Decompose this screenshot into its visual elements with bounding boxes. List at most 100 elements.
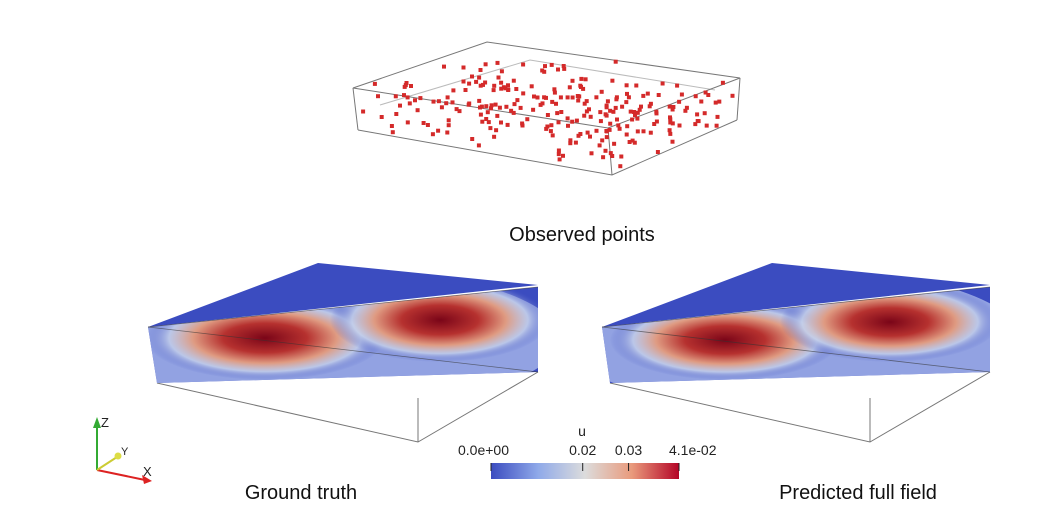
point [493, 102, 498, 107]
point [635, 110, 640, 115]
point [581, 86, 586, 91]
point [579, 85, 583, 89]
point [695, 112, 700, 117]
point [529, 84, 534, 89]
point [604, 129, 609, 134]
point [461, 79, 466, 84]
point [565, 116, 570, 121]
point [693, 122, 698, 127]
point [617, 126, 622, 131]
point [558, 95, 563, 100]
point [608, 121, 613, 126]
point [675, 83, 680, 88]
point [561, 64, 566, 68]
point [626, 95, 631, 100]
point [461, 65, 466, 70]
point [483, 62, 488, 67]
point [668, 117, 673, 122]
point [619, 154, 624, 159]
point [656, 93, 661, 97]
point [670, 107, 675, 112]
point [474, 79, 479, 84]
point [543, 64, 547, 69]
point [486, 120, 491, 125]
point [587, 107, 591, 112]
point [584, 109, 589, 114]
point [604, 105, 609, 110]
point [600, 138, 605, 143]
predicted-field [601, 263, 991, 443]
point [476, 143, 481, 148]
point [413, 98, 417, 103]
point [484, 117, 489, 121]
point [372, 81, 377, 86]
point [559, 110, 564, 114]
point [361, 109, 366, 114]
point [598, 119, 603, 124]
point [506, 83, 510, 88]
point [556, 148, 561, 153]
point [635, 129, 640, 134]
point [579, 76, 584, 81]
point [620, 104, 625, 109]
point [439, 105, 444, 110]
point [405, 120, 410, 125]
point [598, 110, 603, 115]
point [683, 108, 688, 113]
point [478, 83, 483, 88]
point [625, 91, 629, 96]
point [418, 96, 423, 101]
point [714, 123, 719, 128]
point [431, 99, 436, 104]
point [639, 104, 643, 109]
point [612, 141, 617, 146]
point [699, 99, 704, 104]
point [479, 104, 484, 109]
point [542, 95, 547, 100]
point [515, 98, 520, 103]
point [679, 92, 684, 97]
observed-points [361, 59, 735, 169]
point [627, 140, 632, 144]
point [457, 109, 462, 114]
point [573, 140, 578, 145]
point [713, 100, 718, 105]
point [583, 77, 588, 82]
point [570, 119, 575, 124]
point [504, 104, 509, 109]
point [632, 140, 637, 145]
point [608, 108, 613, 113]
point [641, 129, 646, 134]
point [568, 138, 573, 143]
point [548, 129, 553, 134]
point [499, 86, 504, 91]
point [613, 105, 618, 110]
point [501, 85, 506, 90]
point [505, 122, 510, 127]
point [576, 133, 581, 138]
point [597, 143, 602, 148]
point [565, 95, 570, 100]
point [446, 123, 451, 128]
point [477, 75, 482, 80]
point [589, 151, 594, 156]
point [611, 109, 616, 114]
point [566, 123, 570, 128]
point [488, 126, 493, 131]
point [582, 101, 587, 106]
point [715, 114, 720, 119]
point [492, 134, 497, 139]
point [499, 69, 504, 74]
point [668, 120, 673, 125]
point [625, 124, 630, 129]
point [677, 99, 682, 104]
point [615, 117, 619, 122]
point [677, 123, 682, 128]
point [613, 59, 618, 64]
point [511, 78, 516, 83]
point [445, 130, 450, 135]
point [624, 83, 629, 88]
point [531, 107, 536, 112]
point [567, 85, 572, 90]
